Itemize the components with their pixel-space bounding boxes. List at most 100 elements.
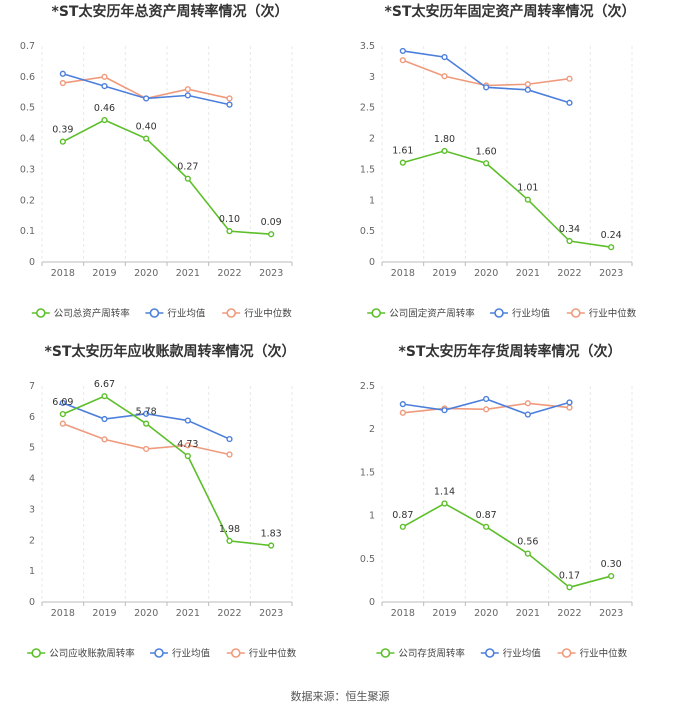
legend-marker bbox=[371, 308, 382, 318]
data-point bbox=[143, 95, 150, 102]
data-label: 1.61 bbox=[392, 146, 413, 157]
data-point bbox=[399, 409, 406, 416]
data-point bbox=[524, 81, 531, 88]
x-tick-label: 2018 bbox=[391, 268, 415, 279]
chart-title: *ST太安历年总资产周转率情况（次） bbox=[52, 3, 289, 20]
data-label: 0.10 bbox=[219, 214, 240, 225]
data-point bbox=[59, 410, 66, 418]
y-tick-label: 0.1 bbox=[20, 226, 35, 237]
data-point bbox=[101, 73, 108, 80]
y-tick-label: 4 bbox=[29, 474, 35, 485]
x-tick-label: 2018 bbox=[51, 268, 75, 279]
data-point bbox=[399, 57, 406, 64]
data-point bbox=[59, 138, 66, 145]
y-tick-label: 7 bbox=[29, 381, 35, 392]
data-point bbox=[184, 452, 191, 460]
y-tick-label: 0.4 bbox=[20, 134, 35, 145]
y-tick-label: 3.5 bbox=[360, 41, 375, 52]
data-label: 1.01 bbox=[517, 183, 538, 194]
data-point bbox=[524, 550, 531, 557]
legend-label: 行业中位数 bbox=[589, 308, 637, 320]
legend-marker bbox=[571, 308, 581, 318]
y-tick-label: 2.5 bbox=[360, 103, 375, 114]
legend-label: 行业均值 bbox=[512, 308, 551, 320]
data-point bbox=[268, 542, 275, 549]
x-tick-label: 2022 bbox=[217, 268, 241, 279]
data-point bbox=[143, 445, 150, 453]
data-point bbox=[143, 410, 150, 417]
data-label: 1.14 bbox=[434, 487, 455, 498]
data-label: 6.09 bbox=[52, 397, 73, 408]
x-tick-label: 2023 bbox=[599, 608, 623, 619]
data-label: 1.60 bbox=[476, 146, 497, 157]
y-tick-label: 1 bbox=[29, 566, 35, 577]
legend-marker bbox=[226, 308, 236, 318]
legend-label: 公司总资产周转率 bbox=[54, 308, 131, 320]
data-point bbox=[483, 160, 490, 167]
chart-total-asset-turnover: *ST太安历年总资产周转率情况（次） 0 0.1 0.2 0.3 0.4 0.5 0.6 0.7… bbox=[0, 0, 340, 340]
y-tick-label: 2 bbox=[29, 535, 35, 546]
x-tick-label: 2019 bbox=[432, 268, 456, 279]
y-tick-label: 0.7 bbox=[20, 41, 35, 52]
data-point bbox=[101, 83, 108, 90]
series-line bbox=[62, 119, 272, 236]
chart-svg: *ST太安历年总资产周转率情况（次） 0 0.1 0.2 0.3 0.4 0.5 0.6 0.7… bbox=[20, 3, 293, 320]
y-tick-label: 2 bbox=[369, 424, 375, 435]
x-tick-label: 2018 bbox=[391, 608, 415, 619]
legend-label: 行业中位数 bbox=[580, 648, 628, 660]
data-point bbox=[441, 407, 448, 414]
data-label: 0.39 bbox=[52, 125, 73, 136]
y-tick-label: 0 bbox=[369, 597, 375, 608]
legend-marker bbox=[380, 648, 391, 658]
legend-label: 行业中位数 bbox=[249, 648, 297, 660]
y-tick-label: 2 bbox=[369, 134, 375, 145]
x-tick-label: 2023 bbox=[259, 268, 283, 279]
series-line bbox=[402, 50, 570, 104]
chart-title: *ST太安历年固定资产周转率情况（次） bbox=[385, 3, 636, 20]
data-point bbox=[101, 415, 108, 423]
y-tick-label: 0.2 bbox=[20, 195, 35, 206]
x-tick-label: 2020 bbox=[474, 608, 498, 619]
y-tick-label: 5 bbox=[29, 443, 35, 454]
data-point bbox=[59, 399, 66, 407]
y-tick-label: 0.3 bbox=[20, 164, 35, 175]
legend-label: 公司存货周转率 bbox=[398, 648, 465, 660]
legend-label: 行业均值 bbox=[172, 648, 211, 660]
legend-label: 行业均值 bbox=[503, 648, 542, 660]
data-point bbox=[59, 70, 66, 77]
chart-svg: *ST太安历年存货周转率情况（次） 0 0.5 1 1.5 2 2.5 2018 2019 202… bbox=[360, 343, 633, 660]
data-point bbox=[226, 537, 233, 545]
data-label: 0.46 bbox=[94, 103, 115, 114]
data-label: 0.09 bbox=[261, 217, 282, 228]
series-line bbox=[402, 502, 612, 589]
chart-title: *ST太安历年存货周转率情况（次） bbox=[399, 343, 622, 360]
data-point bbox=[399, 401, 406, 408]
data-point bbox=[566, 584, 573, 591]
data-point bbox=[59, 420, 66, 427]
data-point bbox=[441, 500, 448, 507]
chart-svg: *ST太安历年应收账款周转率情况（次） 0 1 2 3 4 5 6 7 2018 2019 2020 2… bbox=[27, 343, 297, 660]
data-point bbox=[101, 116, 108, 124]
data-point bbox=[226, 228, 233, 235]
data-point bbox=[441, 54, 448, 61]
data-point bbox=[268, 231, 275, 238]
y-tick-label: 2.5 bbox=[360, 381, 375, 392]
y-tick-label: 0 bbox=[29, 597, 35, 608]
data-label: 1.98 bbox=[219, 524, 240, 535]
data-point bbox=[608, 244, 615, 251]
y-tick-label: 3 bbox=[369, 72, 375, 83]
y-tick-label: 1.5 bbox=[360, 164, 375, 175]
x-tick-label: 2023 bbox=[599, 268, 623, 279]
data-point bbox=[184, 417, 191, 424]
chart-fixed-asset-turnover: *ST太安历年固定资产周转率情况（次） 0 0.5 1 1.5 2 2.5 3 3.5 2018 2… bbox=[340, 0, 680, 340]
data-point bbox=[441, 73, 448, 80]
series-line bbox=[62, 76, 230, 100]
legend-label: 公司固定资产周转率 bbox=[389, 308, 475, 320]
data-point bbox=[143, 135, 150, 142]
data-point bbox=[608, 572, 615, 580]
data-label: 4.73 bbox=[177, 439, 198, 450]
data-point bbox=[226, 95, 233, 102]
y-tick-label: 0 bbox=[369, 257, 375, 268]
data-label: 0.56 bbox=[517, 537, 538, 548]
data-point bbox=[399, 159, 406, 166]
